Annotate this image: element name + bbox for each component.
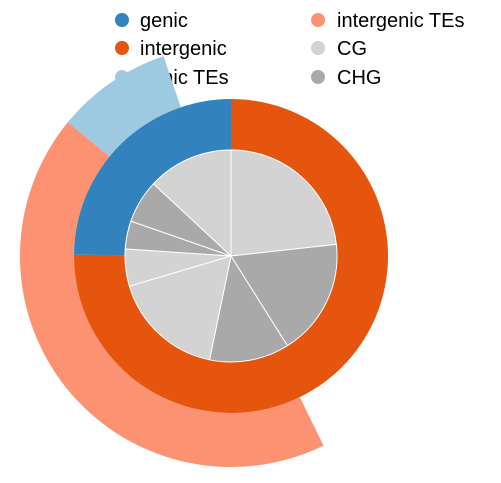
legend-label-intergenic: intergenic: [140, 38, 227, 60]
legend-item-intergenic: intergenic: [115, 38, 227, 60]
inner-slice-chg-2: [208, 254, 289, 363]
legend-item-intergenic-tes: intergenic TEs: [311, 10, 464, 32]
legend-item-cg: CG: [311, 38, 367, 60]
legend-label-cg: CG: [337, 38, 367, 60]
legend-swatch-genic: [115, 13, 129, 27]
legend-swatch-intergenic-tes: [311, 13, 325, 27]
inner-slice-cg-0: [230, 149, 337, 257]
legend-swatch-chg: [311, 70, 325, 84]
inner-pie: [124, 149, 338, 363]
middle-slice-intergenic-0: [74, 99, 389, 413]
outer-ring: [19, 56, 324, 468]
middle-ring: [74, 99, 389, 413]
legend-swatch-intergenic: [115, 41, 129, 55]
outer-slice-intergenic-tes-0: [19, 122, 324, 468]
inner-slice-cg-3: [128, 255, 232, 361]
legend-label-genic: genic: [140, 10, 188, 32]
legend-label-chg: CHG: [337, 67, 381, 89]
middle-slice-genic-1: [74, 99, 231, 256]
legend-label-intergenic-tes: intergenic TEs: [337, 10, 464, 32]
legend-swatch-cg: [311, 41, 325, 55]
legend-item-genic: genic: [115, 10, 188, 32]
outer-slice-genic-tes-1: [67, 56, 181, 157]
inner-slice-chg-1: [230, 243, 338, 347]
inner-slice-cg-7: [152, 149, 232, 258]
legend-item-chg: CHG: [311, 67, 381, 89]
